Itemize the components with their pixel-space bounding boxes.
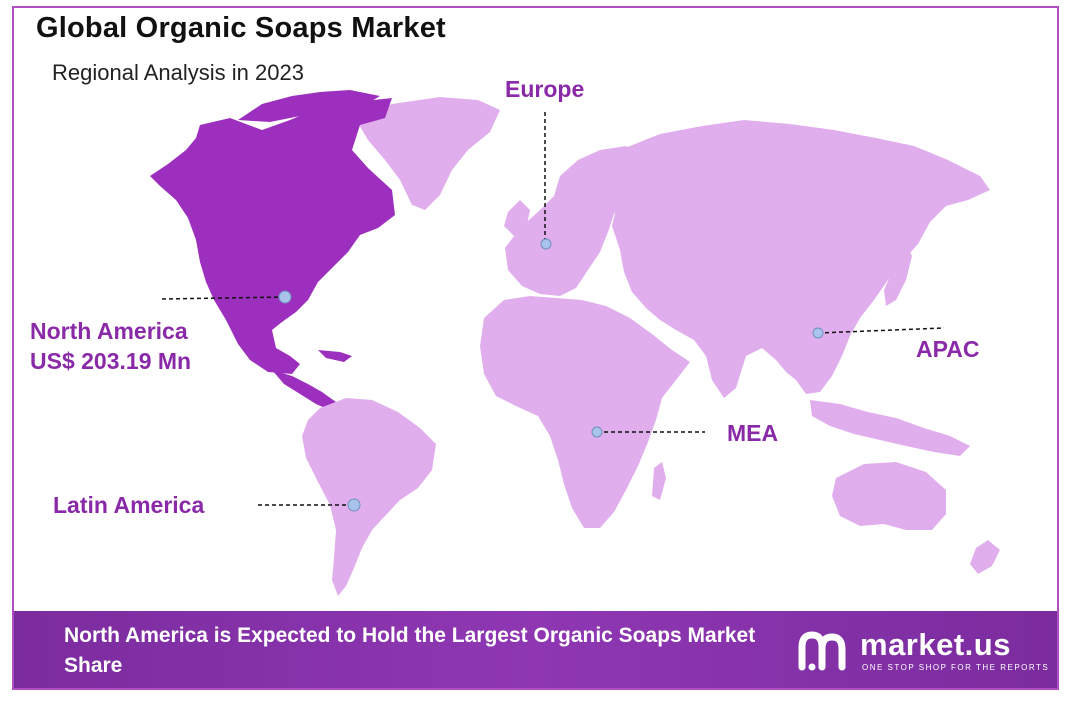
japan-shape xyxy=(884,240,912,306)
apac-leader-line xyxy=(817,327,945,334)
uk-shape xyxy=(504,200,530,236)
page-subtitle: Regional Analysis in 2023 xyxy=(52,60,304,85)
mea-marker xyxy=(591,426,603,438)
latin-america-label: Latin America xyxy=(53,492,205,518)
caribbean-shape xyxy=(318,350,352,362)
mea-label: MEA xyxy=(727,420,779,446)
brand-logo: market.us ONE STOP SHOP FOR THE REPORTS xyxy=(796,627,1050,677)
page-title: Global Organic Soaps Market xyxy=(36,12,446,44)
brand-name: market.us xyxy=(860,627,1011,662)
australia-shape xyxy=(832,462,946,530)
africa-shape xyxy=(480,296,690,528)
brand-tagline: ONE STOP SHOP FOR THE REPORTS xyxy=(862,663,1050,672)
latin-america-marker xyxy=(347,498,361,512)
greenland-shape xyxy=(355,97,500,210)
new-zealand-shape xyxy=(970,540,1000,574)
footer-banner: North America is Expected to Hold the La… xyxy=(14,611,1057,688)
southeast-asia-islands-shape xyxy=(810,400,970,456)
north-america-value: US$ 203.19 Mn xyxy=(30,348,192,374)
north-america-name: North America xyxy=(30,318,188,344)
north-america-label: North America US$ 203.19 Mn xyxy=(30,316,191,376)
north-america-marker xyxy=(278,290,292,304)
apac-marker xyxy=(812,327,824,339)
central-america-shape xyxy=(272,370,336,410)
north-america-shape xyxy=(150,98,395,374)
asia-shape xyxy=(612,120,990,398)
europe-marker xyxy=(540,238,552,250)
arctic-islands-shape xyxy=(238,90,380,122)
apac-label: APAC xyxy=(916,336,980,362)
europe-shape xyxy=(505,146,646,296)
south-america-shape xyxy=(302,398,436,596)
footer-headline: North America is Expected to Hold the La… xyxy=(64,624,756,677)
madagascar-shape xyxy=(652,462,666,500)
market-us-logo-icon xyxy=(798,631,846,671)
europe-label: Europe xyxy=(505,76,585,102)
